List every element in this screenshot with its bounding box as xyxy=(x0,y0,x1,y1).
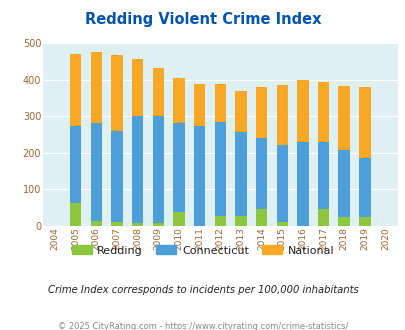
Bar xyxy=(317,142,328,226)
Bar xyxy=(152,223,164,226)
Bar xyxy=(132,223,143,226)
Bar xyxy=(70,54,81,226)
Bar xyxy=(276,85,287,226)
Bar xyxy=(234,216,246,226)
Bar xyxy=(276,146,287,226)
Text: © 2025 CityRating.com - https://www.cityrating.com/crime-statistics/: © 2025 CityRating.com - https://www.city… xyxy=(58,322,347,330)
Bar xyxy=(214,216,225,226)
Bar xyxy=(317,82,328,226)
Bar xyxy=(296,142,308,226)
Bar xyxy=(338,217,349,226)
Text: Redding Violent Crime Index: Redding Violent Crime Index xyxy=(85,12,320,26)
Bar xyxy=(90,220,102,226)
Bar xyxy=(338,150,349,226)
Bar xyxy=(90,123,102,226)
Bar xyxy=(255,138,266,226)
Bar xyxy=(358,158,370,226)
Bar xyxy=(70,126,81,226)
Bar xyxy=(255,209,266,226)
Bar xyxy=(214,122,225,226)
Bar xyxy=(173,78,184,226)
Bar xyxy=(173,123,184,226)
Bar xyxy=(111,55,122,226)
Bar xyxy=(276,222,287,226)
Bar xyxy=(214,84,225,226)
Bar xyxy=(338,86,349,226)
Bar xyxy=(111,222,122,226)
Bar xyxy=(358,87,370,226)
Bar xyxy=(90,52,102,226)
Bar xyxy=(296,80,308,226)
Bar xyxy=(234,91,246,226)
Bar xyxy=(194,126,205,226)
Bar xyxy=(358,217,370,226)
Bar xyxy=(152,68,164,226)
Legend: Redding, Connecticut, National: Redding, Connecticut, National xyxy=(67,241,338,260)
Bar xyxy=(111,131,122,226)
Bar xyxy=(234,132,246,226)
Bar xyxy=(194,84,205,226)
Bar xyxy=(317,209,328,226)
Bar xyxy=(70,203,81,226)
Bar xyxy=(173,213,184,226)
Bar xyxy=(152,116,164,226)
Bar xyxy=(132,116,143,226)
Bar xyxy=(132,59,143,226)
Text: Crime Index corresponds to incidents per 100,000 inhabitants: Crime Index corresponds to incidents per… xyxy=(47,285,358,295)
Bar xyxy=(255,87,266,226)
